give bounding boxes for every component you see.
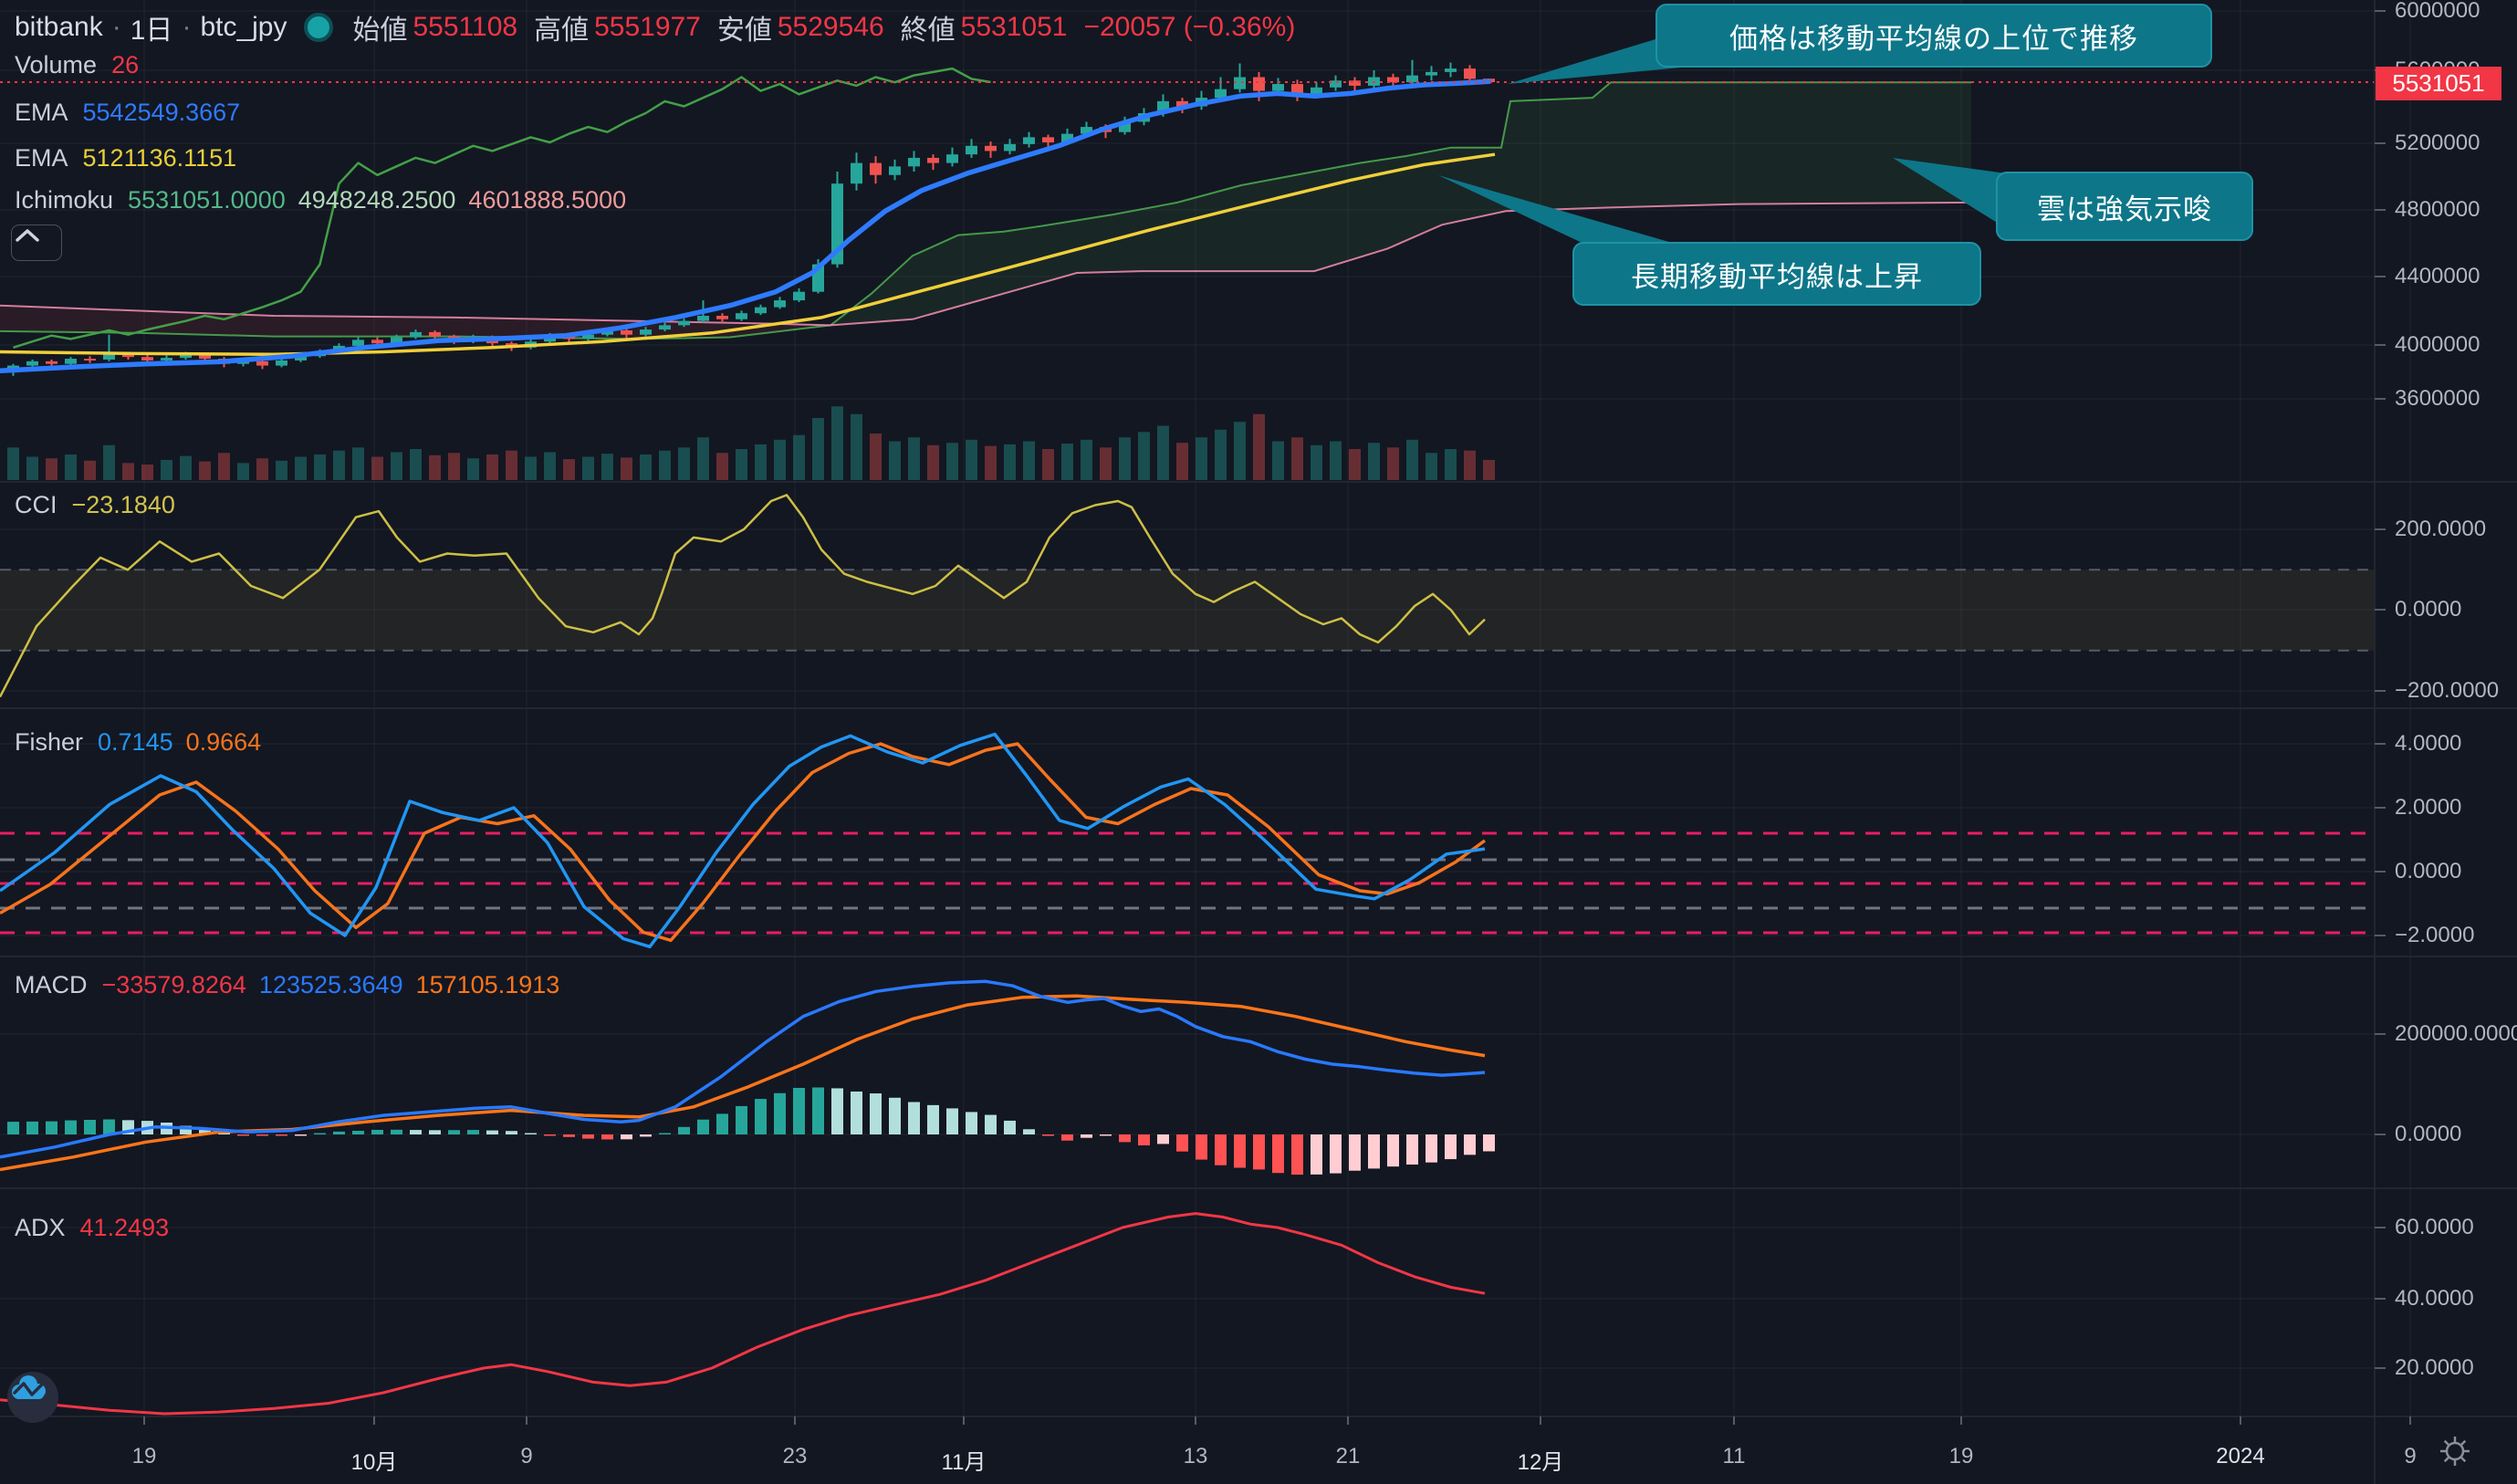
ichimoku-value-1: 5531051.0000 — [128, 186, 286, 214]
ichimoku-value-3: 4601888.5000 — [468, 186, 627, 214]
high-value: 5551977 — [594, 12, 701, 42]
adx-axis-label: 20.0000 — [2395, 1355, 2474, 1380]
ichimoku-label: Ichimoku — [15, 186, 114, 214]
adx-value: 41.2493 — [79, 1214, 170, 1241]
interval-label[interactable]: 1日 — [130, 16, 173, 46]
ichimoku-value-2: 4948248.2500 — [298, 186, 456, 214]
time-axis-label: 10月 — [350, 1450, 398, 1475]
ema-fast-legend[interactable]: EMA 5542549.3667 — [15, 99, 253, 127]
time-axis-label: 9 — [2404, 1444, 2417, 1468]
fisher-axis-label: 0.0000 — [2395, 859, 2462, 883]
time-axis-label: 23 — [782, 1444, 808, 1468]
time-axis-label: 13 — [1183, 1444, 1208, 1468]
volume-value: 26 — [111, 51, 140, 78]
fisher-axis-label: −2.0000 — [2395, 923, 2475, 947]
fisher-axis-label: 2.0000 — [2395, 795, 2462, 820]
fisher-label: Fisher — [15, 728, 84, 756]
adx-axis-label: 60.0000 — [2395, 1215, 2474, 1239]
ema-fast-value: 5542549.3667 — [82, 99, 241, 126]
fisher-value-1: 0.7145 — [98, 728, 173, 756]
annotation-text: 雲は強気示唆 — [2037, 193, 2212, 225]
cci-value: −23.1840 — [71, 491, 175, 518]
ema-slow-legend[interactable]: EMA 5121136.1151 — [15, 144, 249, 172]
price-axis-label: 6000000 — [2395, 0, 2480, 23]
macd-legend[interactable]: MACD −33579.8264 123525.3649 157105.1913 — [15, 971, 572, 999]
price-axis-label: 4800000 — [2395, 197, 2480, 222]
annotation-tail — [1438, 175, 1685, 246]
time-axis-label: 19 — [131, 1444, 157, 1468]
macd-axis-label: 200000.0000 — [2395, 1021, 2517, 1046]
annotation-cloud-bullish[interactable]: 雲は強気示唆 — [1996, 172, 2253, 241]
price-axis-label: 4000000 — [2395, 332, 2480, 357]
change-value: −20057 (−0.36%) — [1083, 12, 1296, 42]
adx-label: ADX — [15, 1214, 66, 1241]
gear-icon[interactable] — [2433, 1429, 2477, 1473]
price-axis-label: 5200000 — [2395, 131, 2480, 155]
legend-collapse-button[interactable] — [11, 225, 62, 261]
current-price-value: 5531051 — [2392, 69, 2485, 97]
current-price-tag: 5531051 — [2376, 67, 2501, 100]
symbol-header: bitbank · 1日 · btc_jpy 始値 5551108 高値 555… — [15, 7, 1295, 47]
cci-label: CCI — [15, 491, 57, 518]
time-axis-label: 11月 — [941, 1450, 987, 1475]
time-axis-label: 9 — [520, 1444, 533, 1468]
open-value: 5551108 — [413, 12, 518, 42]
macd-label: MACD — [15, 971, 88, 998]
macd-value-line: 123525.3649 — [258, 971, 403, 998]
time-axis-label: 19 — [1948, 1444, 1974, 1468]
cci-legend[interactable]: CCI −23.1840 — [15, 491, 188, 519]
chevron-up-icon — [16, 229, 39, 242]
ichimoku-legend[interactable]: Ichimoku 5531051.0000 4948248.2500 46018… — [15, 186, 639, 214]
annotation-price-above-ma[interactable]: 価格は移動平均線の上位で推移 — [1655, 4, 2212, 68]
price-axis-label: 3600000 — [2395, 386, 2480, 411]
exchange-name[interactable]: bitbank — [15, 12, 103, 42]
adx-legend[interactable]: ADX 41.2493 — [15, 1214, 182, 1242]
high-label: 高値 — [534, 16, 590, 46]
time-axis-label: 2024 — [2216, 1444, 2265, 1468]
cci-axis-label: 0.0000 — [2395, 597, 2462, 622]
separator-dot: · — [182, 12, 192, 42]
annotation-text: 価格は移動平均線の上位で推移 — [1729, 22, 2138, 55]
macd-axis-label: 0.0000 — [2395, 1122, 2462, 1146]
low-label: 安値 — [716, 16, 772, 46]
cci-axis-label: −200.0000 — [2395, 678, 2500, 703]
annotation-tail — [1893, 158, 2020, 228]
time-axis-label: 11 — [1722, 1444, 1746, 1468]
annotation-text: 長期移動平均線は上昇 — [1631, 260, 1923, 293]
time-axis-label: 21 — [1335, 1444, 1361, 1468]
adx-axis-label: 40.0000 — [2395, 1286, 2474, 1311]
time-axis-label: 12月 — [1517, 1450, 1564, 1475]
chart-logo-badge — [7, 1372, 58, 1423]
annotation-long-ma-rising[interactable]: 長期移動平均線は上昇 — [1572, 242, 1981, 306]
symbol-name[interactable]: btc_jpy — [200, 12, 287, 42]
fisher-axis-label: 4.0000 — [2395, 731, 2462, 756]
close-value: 5531051 — [960, 12, 1068, 42]
macd-value-hist: −33579.8264 — [101, 971, 246, 998]
close-label: 終値 — [900, 16, 956, 46]
cci-axis-label: 200.0000 — [2395, 517, 2487, 541]
market-status-icon — [303, 13, 333, 42]
volume-legend[interactable]: Volume 26 — [15, 51, 151, 79]
macd-value-signal: 157105.1913 — [415, 971, 560, 998]
open-label: 始値 — [352, 16, 408, 46]
volume-label: Volume — [15, 51, 98, 78]
cloud-chart-icon — [12, 1375, 46, 1399]
separator-dot: · — [111, 12, 121, 42]
fisher-value-2: 0.9664 — [185, 728, 262, 756]
low-value: 5529546 — [777, 12, 884, 42]
ema-fast-label: EMA — [15, 99, 68, 126]
price-axis-label: 4400000 — [2395, 264, 2480, 288]
ema-slow-value: 5121136.1151 — [82, 144, 237, 172]
ema-slow-label: EMA — [15, 144, 68, 172]
fisher-legend[interactable]: Fisher 0.7145 0.9664 — [15, 728, 274, 757]
